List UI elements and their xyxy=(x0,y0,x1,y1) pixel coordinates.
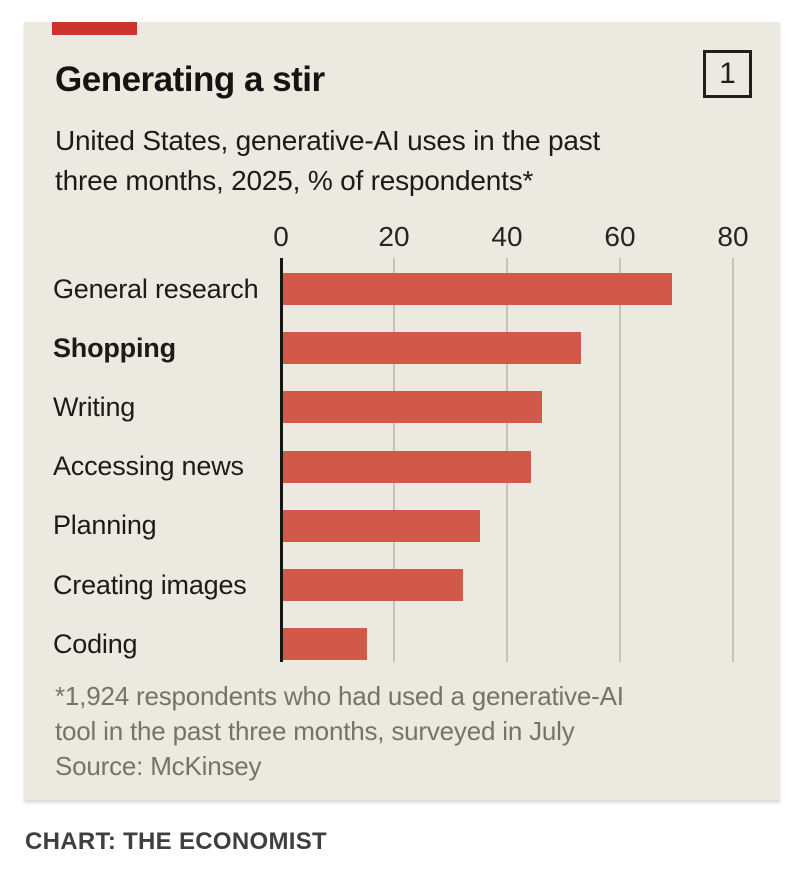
plot-area: 0 20 40 60 80 General research Shopping Writing… xyxy=(24,222,780,674)
bar-creating-images xyxy=(282,569,463,601)
footnote-line-2: tool in the past three months, surveyed … xyxy=(55,716,575,746)
footnote-line-1: *1,924 respondents who had used a genera… xyxy=(55,681,624,711)
figure-number-badge: 1 xyxy=(703,50,752,98)
chart-card: Generating a stir 1 United States, gener… xyxy=(24,22,780,800)
x-axis-tick-20: 20 xyxy=(378,221,410,252)
chart-credit-caption: CHART: THE ECONOMIST xyxy=(25,828,327,855)
x-axis-tick-40: 40 xyxy=(491,221,523,252)
bar-accessing-news xyxy=(282,450,531,483)
category-label-accessing-news: Accessing news xyxy=(53,451,244,482)
axis-zero-line xyxy=(280,258,283,662)
category-label-general-research: General research xyxy=(53,273,259,304)
bar-shopping xyxy=(282,332,582,365)
x-axis-tick-60: 60 xyxy=(604,221,636,252)
chart-subtitle-line-1: United States, generative-AI uses in the… xyxy=(55,125,601,156)
category-label-planning: Planning xyxy=(53,510,157,541)
x-axis-tick-80: 80 xyxy=(717,221,749,252)
chart-subtitle-line-2: three months, 2025, % of respondents* xyxy=(55,165,534,196)
x-axis-tick-0: 0 xyxy=(273,221,289,252)
chart-title: Generating a stir xyxy=(55,60,325,99)
economist-red-tab xyxy=(52,22,137,35)
source-line: Source: McKinsey xyxy=(55,751,262,781)
figure-number: 1 xyxy=(719,57,736,90)
bar-writing xyxy=(282,391,542,424)
category-label-creating-images: Creating images xyxy=(53,569,247,600)
bar-planning xyxy=(282,509,480,542)
bar-coding xyxy=(282,628,367,661)
category-label-coding: Coding xyxy=(53,628,138,659)
bar-general-research xyxy=(282,273,672,305)
footnote: *1,924 respondents who had used a genera… xyxy=(55,679,624,784)
category-label-writing: Writing xyxy=(53,391,136,422)
gridline-60 xyxy=(619,258,621,662)
category-label-shopping: Shopping xyxy=(53,332,176,363)
chart-subtitle: United States, generative-AI uses in the… xyxy=(55,121,600,201)
gridline-80 xyxy=(732,258,734,662)
